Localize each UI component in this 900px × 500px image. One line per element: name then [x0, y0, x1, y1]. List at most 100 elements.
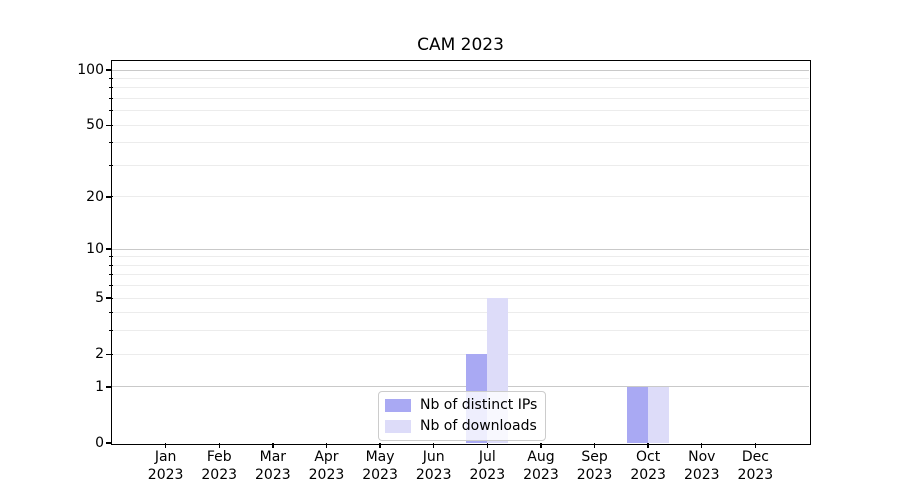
y-minor-tick — [109, 97, 113, 99]
legend-swatch-downloads — [385, 420, 411, 433]
plot-area — [112, 61, 809, 443]
bar-nb-of-downloads-oct — [648, 386, 670, 443]
x-tick-month: Dec — [741, 449, 769, 465]
y-tick — [106, 69, 112, 71]
gridline-minor — [112, 142, 809, 144]
gridline-minor — [112, 312, 809, 314]
x-tick-label: Jul 2023 — [447, 449, 527, 484]
y-tick-label: 100 — [77, 62, 104, 78]
y-minor-tick — [109, 353, 113, 355]
x-tick-year: 2023 — [255, 466, 291, 483]
x-tick — [432, 443, 435, 448]
x-tick-month: Jul — [478, 449, 496, 465]
chart-title: CAM 2023 — [417, 35, 504, 55]
x-tick-label: Jan 2023 — [126, 449, 206, 484]
y-minor-tick — [109, 164, 113, 166]
gridline-minor — [112, 124, 809, 126]
gridline-minor — [112, 77, 809, 79]
x-tick-label: Jun 2023 — [394, 449, 474, 484]
x-tick — [593, 443, 596, 448]
y-tick-label: 0 — [95, 435, 104, 451]
x-tick-label: Nov 2023 — [662, 449, 742, 484]
y-minor-tick — [109, 274, 113, 276]
legend-item-distinct-ips: Nb of distinct IPs — [385, 397, 537, 414]
y-minor-tick — [109, 297, 113, 299]
x-tick — [540, 443, 542, 448]
y-tick-label: 50 — [86, 117, 104, 134]
x-tick-year: 2023 — [362, 466, 398, 483]
x-tick-month: Mar — [259, 449, 287, 465]
legend-label-downloads: Nb of downloads — [420, 418, 537, 434]
x-tick-year: 2023 — [683, 466, 720, 483]
x-tick-year: 2023 — [415, 466, 452, 483]
y-tick-label: 5 — [95, 290, 104, 307]
y-tick-label: 1 — [95, 378, 104, 395]
y-tick-label: 2 — [95, 346, 104, 363]
legend-swatch-distinct-ips — [385, 399, 411, 412]
y-tick — [106, 386, 112, 388]
x-tick — [164, 443, 167, 448]
x-tick-label: Dec 2023 — [715, 449, 795, 484]
gridline-minor — [112, 110, 809, 112]
x-tick — [701, 443, 703, 448]
x-tick — [272, 443, 274, 448]
y-minor-tick — [109, 330, 113, 332]
y-minor-tick — [109, 77, 113, 79]
x-tick-label: Apr 2023 — [286, 449, 366, 484]
x-tick-month: Aug — [527, 449, 555, 465]
y-minor-tick — [109, 264, 113, 266]
x-tick-month: May — [365, 449, 395, 465]
y-tick — [106, 442, 112, 444]
x-tick-month: Oct — [636, 449, 661, 465]
x-tick-label: Feb 2023 — [179, 449, 259, 484]
x-tick-year: 2023 — [469, 466, 506, 483]
y-minor-tick — [109, 87, 113, 89]
x-tick-month: Apr — [314, 449, 339, 465]
x-tick-month: Sep — [581, 449, 608, 465]
gridline-minor — [112, 353, 809, 355]
gridline-minor — [112, 87, 809, 89]
x-tick-year: 2023 — [147, 466, 184, 483]
y-tick-label: 20 — [86, 188, 104, 205]
x-tick-month: Nov — [688, 449, 716, 465]
x-tick-year: 2023 — [630, 466, 666, 483]
x-tick-year: 2023 — [737, 466, 774, 483]
gridline-major — [112, 69, 809, 71]
gridline-minor — [112, 164, 809, 166]
gridline-major — [112, 248, 809, 250]
y-tick-label: 10 — [86, 241, 104, 258]
y-minor-tick — [109, 110, 113, 112]
x-tick-year: 2023 — [523, 466, 559, 483]
x-tick — [218, 443, 220, 448]
legend-item-downloads: Nb of downloads — [385, 418, 537, 435]
y-minor-tick — [109, 312, 113, 314]
y-minor-tick — [109, 196, 113, 198]
gridline-major — [112, 386, 809, 388]
x-tick-label: Oct 2023 — [608, 449, 688, 484]
gridline-minor — [112, 196, 809, 198]
x-tick — [486, 443, 488, 448]
x-tick-label: Sep 2023 — [555, 449, 635, 484]
gridline-minor — [112, 274, 809, 276]
legend-label-distinct-ips: Nb of distinct IPs — [420, 397, 538, 413]
gridline-minor — [112, 330, 809, 332]
y-minor-tick — [109, 124, 113, 126]
x-tick — [325, 443, 328, 448]
gridline-minor — [112, 285, 809, 287]
x-tick — [754, 443, 757, 448]
gridline-minor — [112, 297, 809, 299]
bar-nb-of-distinct-ips-oct — [627, 386, 649, 443]
legend: Nb of distinct IPs Nb of downloads — [378, 391, 547, 441]
y-minor-tick — [109, 256, 113, 258]
x-tick-month: Jun — [422, 449, 445, 465]
y-minor-tick — [109, 285, 113, 287]
x-tick-year: 2023 — [201, 466, 238, 483]
x-tick-month: Feb — [206, 449, 232, 465]
gridline-minor — [112, 264, 809, 266]
x-tick-month: Jan — [154, 449, 177, 465]
gridline-minor — [112, 256, 809, 258]
x-tick — [379, 443, 381, 448]
x-tick — [647, 443, 649, 448]
y-minor-tick — [109, 142, 113, 144]
